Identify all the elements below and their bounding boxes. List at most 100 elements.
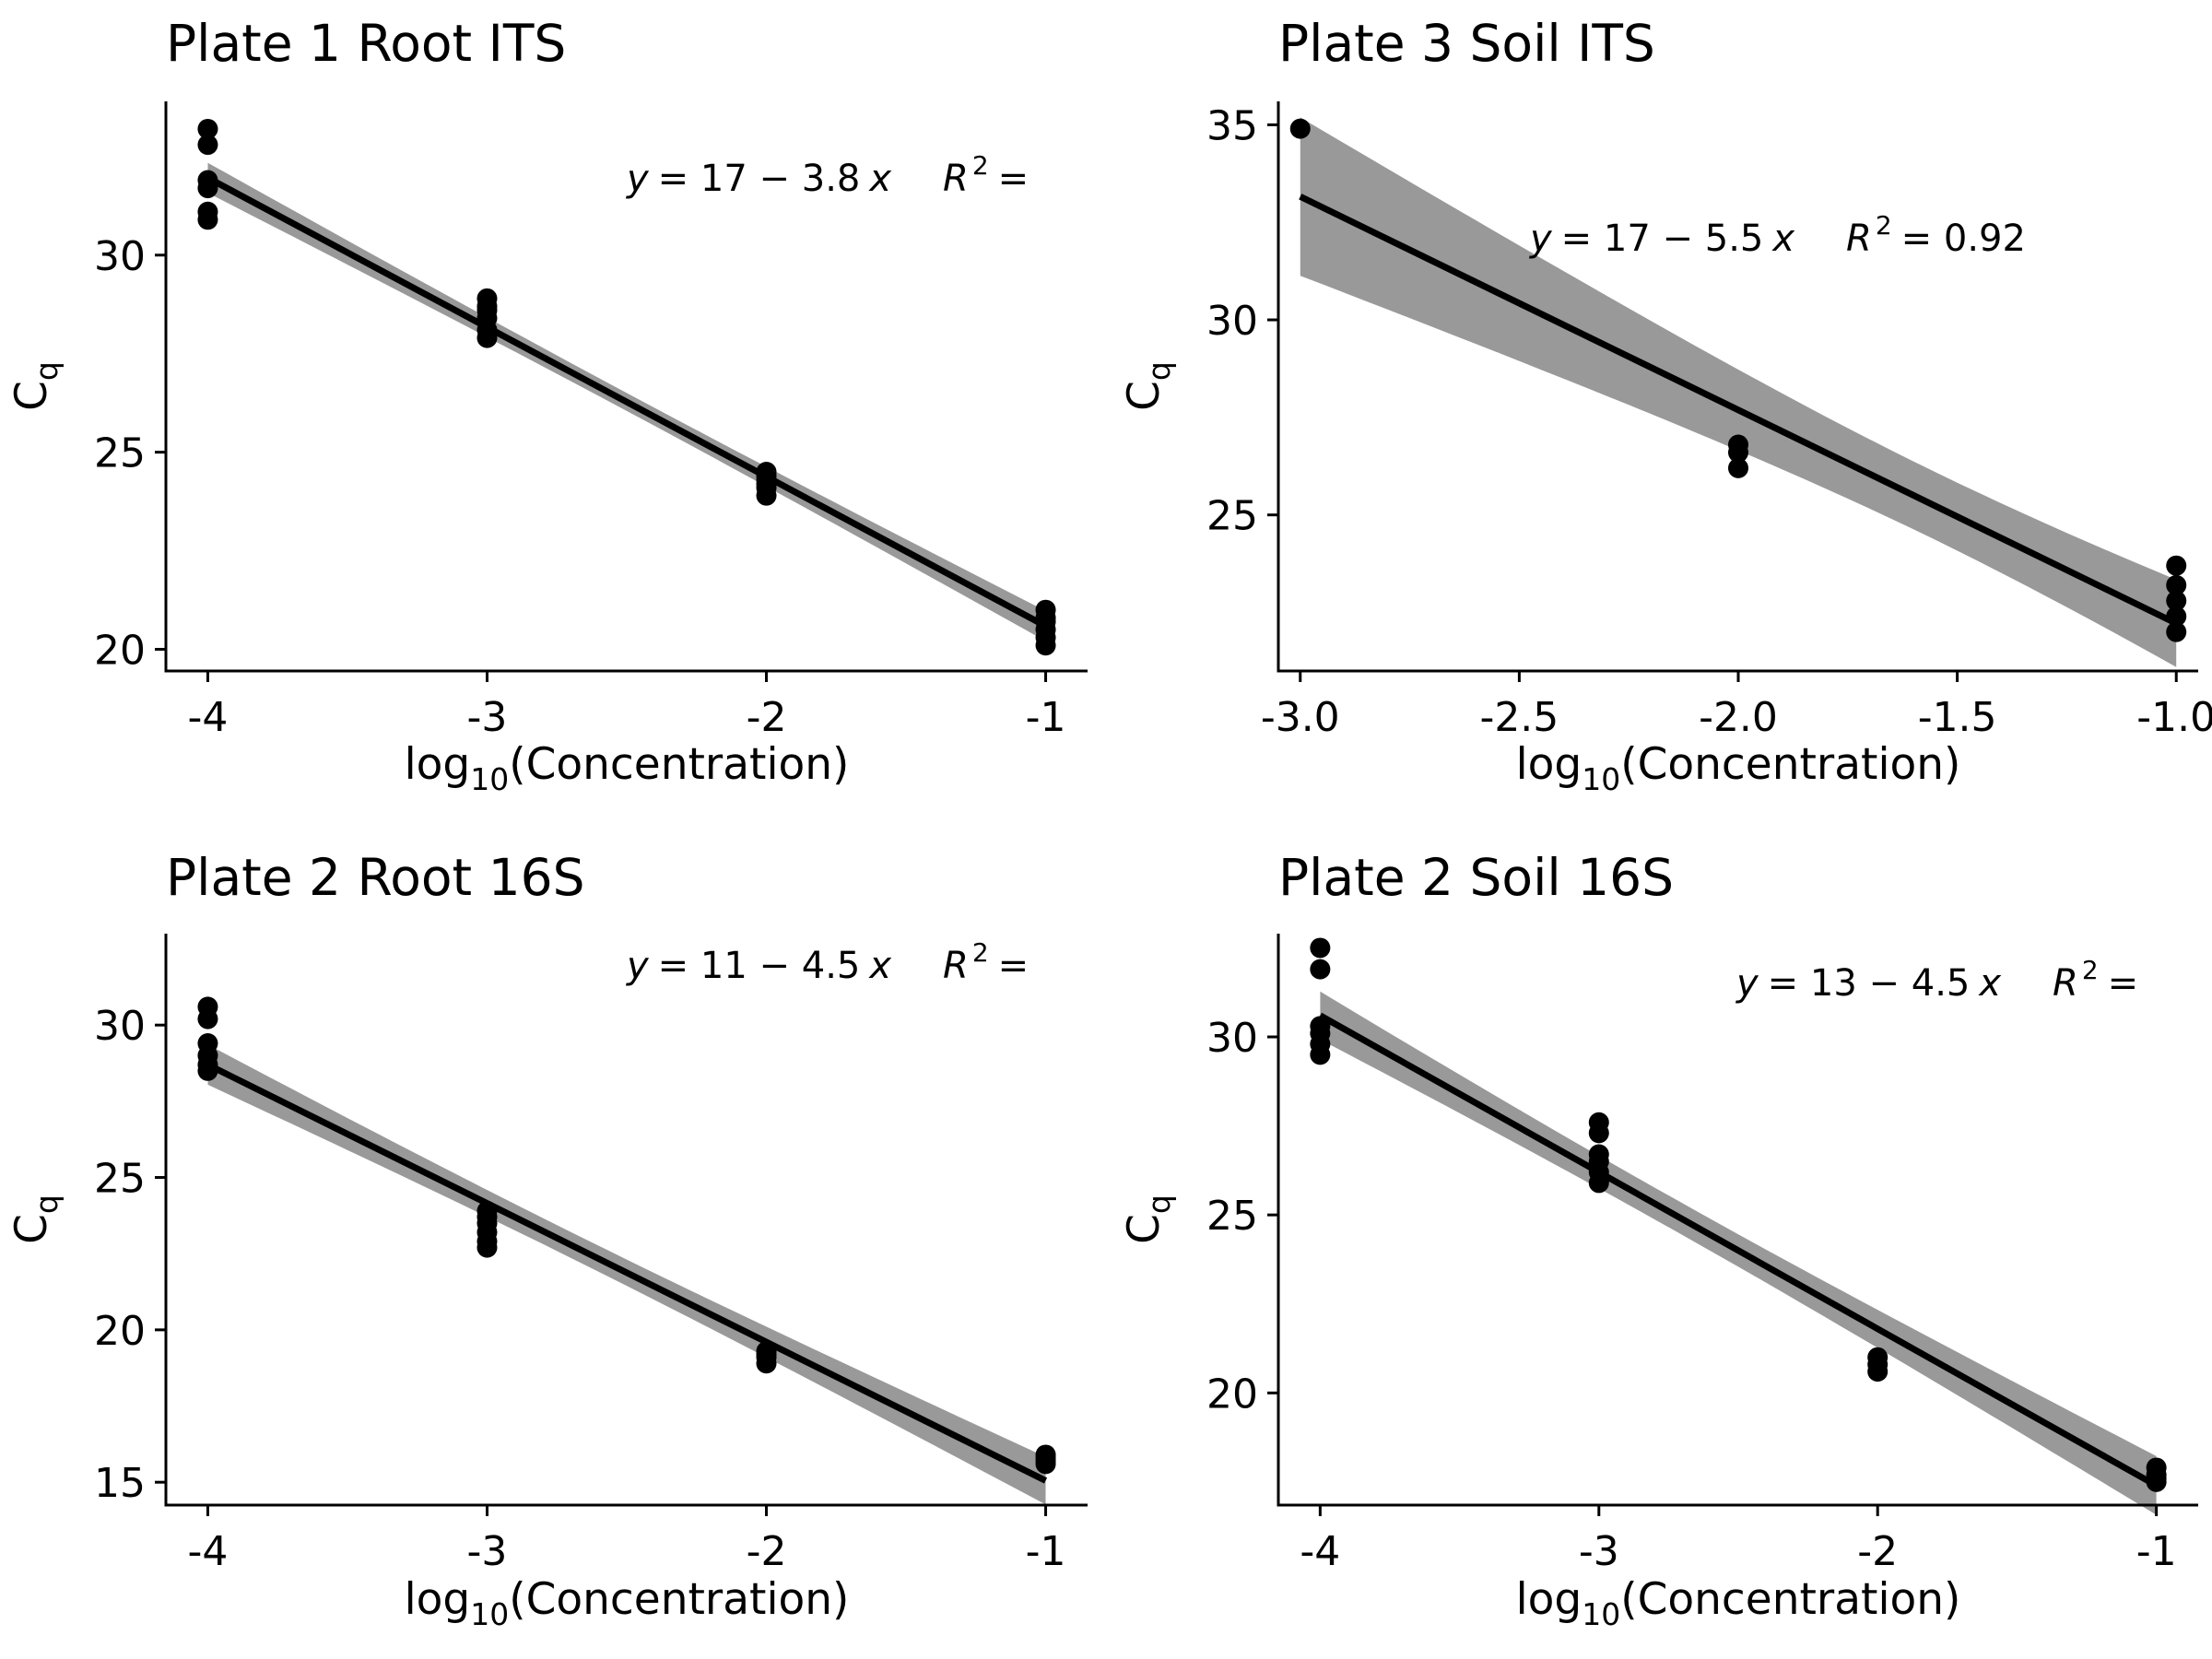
y-tick-label: 20 (1206, 1371, 1258, 1418)
data-point (197, 135, 218, 156)
data-point (2166, 606, 2187, 627)
regression-line (206, 174, 1048, 629)
y-tick-label: 30 (1206, 298, 1258, 345)
y-tick-label: 30 (94, 1003, 146, 1050)
x-axis-label: log10(Concentration) (1516, 1574, 1961, 1632)
equation-rhs: = 13 − 4.5 (1768, 962, 1971, 1005)
data-point (1588, 1123, 1609, 1144)
y-axis-label: Cq (1119, 1194, 1177, 1244)
equation-rhs: = 11 − 4.5 (658, 945, 861, 987)
equation-var: x (867, 158, 891, 200)
y-axis-label: Cq (6, 361, 65, 411)
y-axis-label: Cq (6, 1194, 65, 1244)
x-axis-label: log10(Concentration) (1516, 739, 1961, 797)
y-tick-label: 25 (94, 1156, 146, 1203)
y-tick-label: 25 (1206, 493, 1258, 540)
data-point (197, 170, 218, 191)
data-point (1588, 1144, 1609, 1165)
y-tick-label: 30 (94, 233, 146, 280)
regression-equation: y = 17 − 3.8 x R 2 = (626, 150, 1029, 200)
equation-var: x (867, 945, 891, 987)
equation-lhs: y (626, 945, 650, 987)
data-point (1867, 1361, 1888, 1382)
data-point (2166, 621, 2187, 642)
r-squared-value: = (998, 158, 1030, 200)
data-point (197, 118, 218, 139)
data-point (2166, 555, 2187, 576)
y-tick-label: 20 (94, 1308, 146, 1355)
data-point (1588, 1172, 1609, 1194)
chart-title: Plate 2 Soil 16S (1278, 848, 1674, 907)
r-squared-superscript: 2 (972, 150, 989, 181)
r-squared-symbol: R (2053, 962, 2078, 1005)
data-point (477, 1237, 498, 1258)
y-tick-label: 25 (94, 430, 146, 477)
r-squared-value: = (2108, 962, 2139, 1005)
equation-rhs: = 17 − 3.8 (658, 158, 861, 200)
x-tick-label: -2.5 (1479, 694, 1559, 741)
chart-title: Plate 1 Root ITS (166, 14, 566, 73)
equation-var: x (1977, 962, 2001, 1005)
x-axis-label: log10(Concentration) (405, 739, 850, 797)
x-tick-label: -3 (1579, 1528, 1619, 1575)
data-point (1035, 635, 1056, 656)
data-point (1035, 607, 1056, 629)
chart-panel-3: Plate 2 Root 16S -4 -3 -2 -1 15 20 25 30 log10(Co… (6, 848, 1088, 1632)
equation-rhs: = 17 − 5.5 (1561, 218, 1764, 260)
chart-panel-4: Plate 2 Soil 16S -4 -3 -2 -1 20 25 30 log10(Conc… (1119, 848, 2198, 1632)
chart-title: Plate 3 Soil ITS (1278, 14, 1655, 73)
data-point (477, 296, 498, 317)
x-tick-label: -4 (1300, 1528, 1340, 1575)
data-point (1310, 1044, 1331, 1065)
y-tick-label: 35 (1206, 102, 1258, 149)
data-point (2166, 574, 2187, 595)
equation-var: x (1771, 218, 1794, 260)
x-tick-label: -2 (1857, 1528, 1898, 1575)
regression-equation: y = 13 − 4.5 x R 2 = (1735, 955, 2138, 1005)
regression-line (1299, 194, 2178, 627)
chart-panel-2: Plate 3 Soil ITS -3.0 -2.5 -2.0 -1.5 -1.0 25 30… (1119, 14, 2212, 797)
y-tick-label: 15 (94, 1460, 146, 1507)
y-tick-label: 25 (1206, 1193, 1258, 1240)
x-tick-label: -3 (467, 1528, 508, 1575)
data-point (1728, 441, 1748, 463)
data-point (1289, 118, 1311, 139)
x-tick-label: -4 (188, 1528, 229, 1575)
regression-equation: y = 11 − 4.5 x R 2 = (626, 937, 1029, 987)
data-point (197, 1008, 218, 1030)
regression-line (1318, 1012, 2159, 1488)
y-tick-label: 30 (1206, 1015, 1258, 1062)
chart-title: Plate 2 Root 16S (166, 848, 585, 907)
y-tick-label: 20 (94, 627, 146, 674)
r-squared-value: = (998, 945, 1030, 987)
x-tick-label: -2.0 (1699, 694, 1778, 741)
equation-lhs: y (1529, 218, 1553, 260)
data-point (1310, 959, 1331, 980)
x-tick-label: -2 (747, 694, 787, 741)
r-squared-symbol: R (943, 945, 969, 987)
data-point (2166, 590, 2187, 611)
x-tick-label: -1.5 (1918, 694, 1997, 741)
chart-panel-1: Plate 1 Root ITS -4 -3 -2 -1 20 25 30 log10(Conc… (6, 14, 1088, 797)
x-axis-label: log10(Concentration) (405, 1574, 850, 1632)
x-tick-label: -2 (747, 1528, 787, 1575)
data-point (197, 1060, 218, 1081)
equation-lhs: y (626, 158, 650, 200)
data-point (1728, 457, 1748, 478)
x-tick-label: -3 (467, 694, 508, 741)
equation-lhs: y (1735, 962, 1759, 1005)
data-point (1035, 1447, 1056, 1468)
x-tick-label: -1 (2136, 1528, 2177, 1575)
r-squared-symbol: R (943, 158, 969, 200)
r-squared-superscript: 2 (972, 937, 989, 968)
r-squared-superscript: 2 (1876, 210, 1892, 241)
data-point (1310, 937, 1331, 959)
r-squared-value: = 0.92 (1901, 218, 2026, 260)
data-point (2146, 1468, 2167, 1489)
confidence-band (1300, 117, 2177, 667)
regression-equation: y = 17 − 5.5 x R 2 = 0.92 (1529, 210, 2026, 260)
data-point (197, 209, 218, 230)
x-tick-label: -1 (1026, 694, 1066, 741)
data-point (477, 327, 498, 348)
